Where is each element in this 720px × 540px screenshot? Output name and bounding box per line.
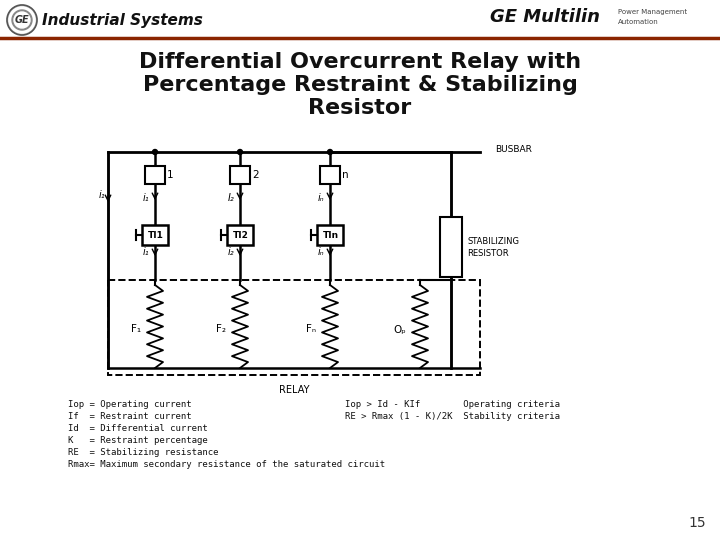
Text: Power Management: Power Management	[618, 9, 687, 15]
Circle shape	[328, 150, 333, 154]
Text: If  = Restraint current: If = Restraint current	[68, 412, 192, 421]
Circle shape	[9, 7, 35, 33]
Bar	[440, 217, 462, 277]
Text: K   = Restraint percentage: K = Restraint percentage	[68, 436, 208, 445]
Bar	[227, 225, 253, 245]
Text: iₙ: iₙ	[318, 193, 324, 203]
Text: TIn: TIn	[323, 231, 339, 240]
Circle shape	[153, 150, 158, 154]
Circle shape	[14, 12, 30, 28]
Text: Iop = Operating current: Iop = Operating current	[68, 400, 192, 409]
Circle shape	[238, 150, 243, 154]
Text: n: n	[342, 170, 348, 180]
Circle shape	[7, 5, 37, 35]
Text: RELAY: RELAY	[279, 385, 310, 395]
Text: i₁: i₁	[143, 193, 149, 203]
Text: RESISTOR: RESISTOR	[467, 248, 508, 258]
Text: Oₚ: Oₚ	[393, 325, 406, 334]
Text: STABILIZING: STABILIZING	[467, 237, 519, 246]
Text: 2: 2	[252, 170, 258, 180]
Bar	[145, 166, 165, 184]
Text: GE: GE	[14, 15, 30, 25]
Text: i₂: i₂	[228, 247, 234, 257]
Text: 1: 1	[167, 170, 174, 180]
Text: F₁: F₁	[131, 325, 141, 334]
Bar	[230, 166, 250, 184]
Text: GE Multilin: GE Multilin	[490, 8, 600, 26]
Text: Fₙ: Fₙ	[306, 325, 316, 334]
Text: RE  = Stabilizing resistance: RE = Stabilizing resistance	[68, 448, 218, 457]
Bar	[108, 280, 480, 375]
Text: Differential Overcurrent Relay with: Differential Overcurrent Relay with	[139, 52, 581, 72]
Text: F₂: F₂	[216, 325, 226, 334]
Text: i₁: i₁	[99, 190, 105, 200]
Text: Id  = Differential current: Id = Differential current	[68, 424, 208, 433]
Text: iₙ: iₙ	[318, 247, 324, 257]
Bar	[142, 225, 168, 245]
Text: TI2: TI2	[233, 231, 249, 240]
Bar	[320, 166, 340, 184]
Text: i₁: i₁	[143, 247, 149, 257]
Text: Rmax= Maximum secondary resistance of the saturated circuit: Rmax= Maximum secondary resistance of th…	[68, 460, 385, 469]
Circle shape	[12, 10, 32, 30]
Text: Iop > Id - KIf        Operating criteria: Iop > Id - KIf Operating criteria	[345, 400, 560, 409]
Text: 15: 15	[688, 516, 706, 530]
Text: I₂: I₂	[228, 193, 235, 203]
Text: BUSBAR: BUSBAR	[495, 145, 532, 154]
Text: Automation: Automation	[618, 19, 659, 25]
Text: Percentage Restraint & Stabilizing: Percentage Restraint & Stabilizing	[143, 75, 577, 95]
Bar	[317, 225, 343, 245]
Text: RE > Rmax (1 - K)/2K  Stability criteria: RE > Rmax (1 - K)/2K Stability criteria	[345, 412, 560, 421]
Text: TI1: TI1	[148, 231, 164, 240]
Text: Industrial Systems: Industrial Systems	[42, 12, 203, 28]
Text: Resistor: Resistor	[308, 98, 412, 118]
